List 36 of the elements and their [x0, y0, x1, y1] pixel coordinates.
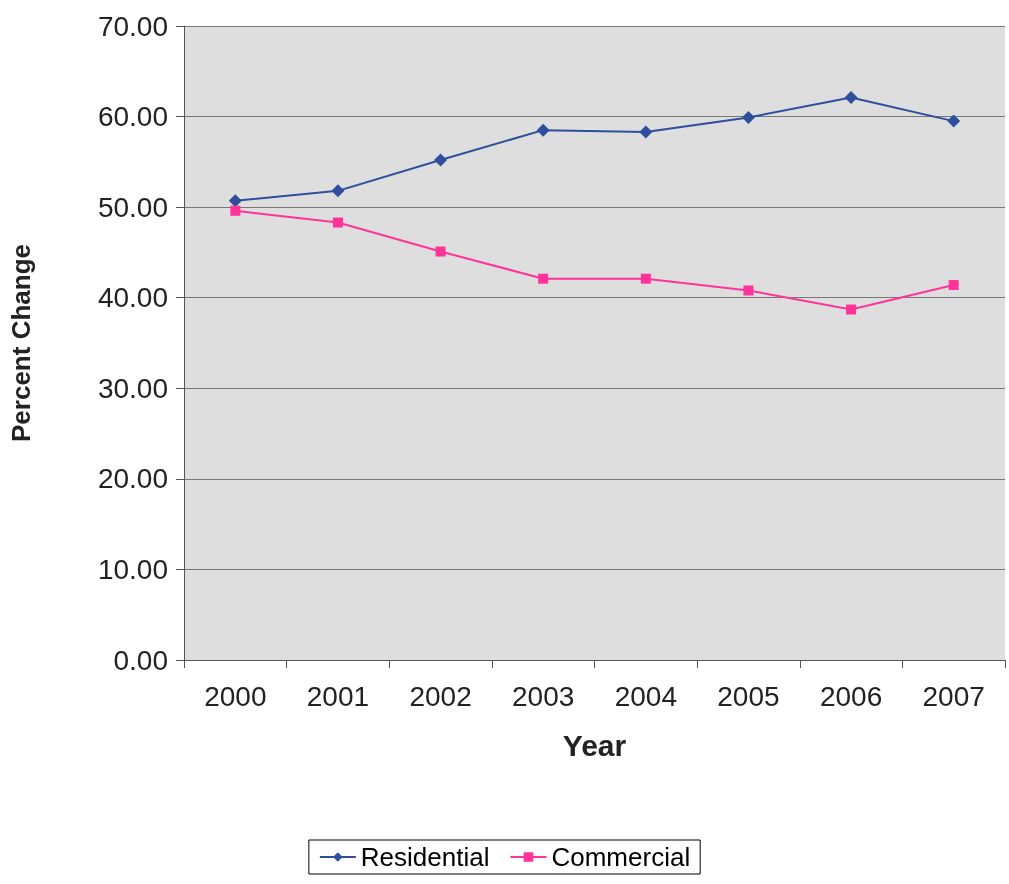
- x-tick-label: 2001: [306, 680, 370, 712]
- x-axis-title: Year: [562, 728, 627, 762]
- y-tick-label: 40.00: [97, 282, 168, 314]
- point: [536, 123, 550, 137]
- point: [228, 194, 242, 208]
- x-tick-label: 2006: [819, 680, 883, 712]
- y-tick-label: 70.00: [97, 10, 168, 42]
- x-tick-label: 2007: [922, 680, 985, 712]
- point: [538, 273, 549, 284]
- point: [230, 205, 241, 216]
- y-tick-label: 50.00: [97, 191, 168, 223]
- point: [743, 285, 754, 296]
- point: [948, 280, 959, 291]
- point: [435, 246, 446, 257]
- x-tick-label: 2004: [614, 680, 677, 712]
- point: [741, 110, 755, 124]
- point: [844, 91, 858, 105]
- y-tick-label: 0.00: [113, 644, 168, 676]
- point: [846, 304, 857, 315]
- y-tick-label: 60.00: [97, 101, 168, 133]
- x-tick-label: 2003: [512, 680, 575, 712]
- y-tick-label: 10.00: [97, 553, 168, 585]
- point: [332, 217, 343, 228]
- point: [331, 184, 345, 198]
- x-tick-label: 2002: [409, 680, 472, 712]
- y-tick-label: 20.00: [97, 463, 168, 495]
- point: [639, 125, 653, 139]
- point: [434, 153, 448, 167]
- point: [640, 273, 651, 284]
- y-axis-title: Percent Change: [6, 244, 36, 442]
- x-tick-label: 2000: [204, 680, 267, 712]
- y-tick-label: 30.00: [97, 372, 168, 404]
- x-tick-label: 2005: [717, 680, 780, 712]
- legend-label: Residential: [360, 842, 490, 872]
- point: [947, 114, 961, 128]
- legend-label: Commercial: [551, 842, 691, 872]
